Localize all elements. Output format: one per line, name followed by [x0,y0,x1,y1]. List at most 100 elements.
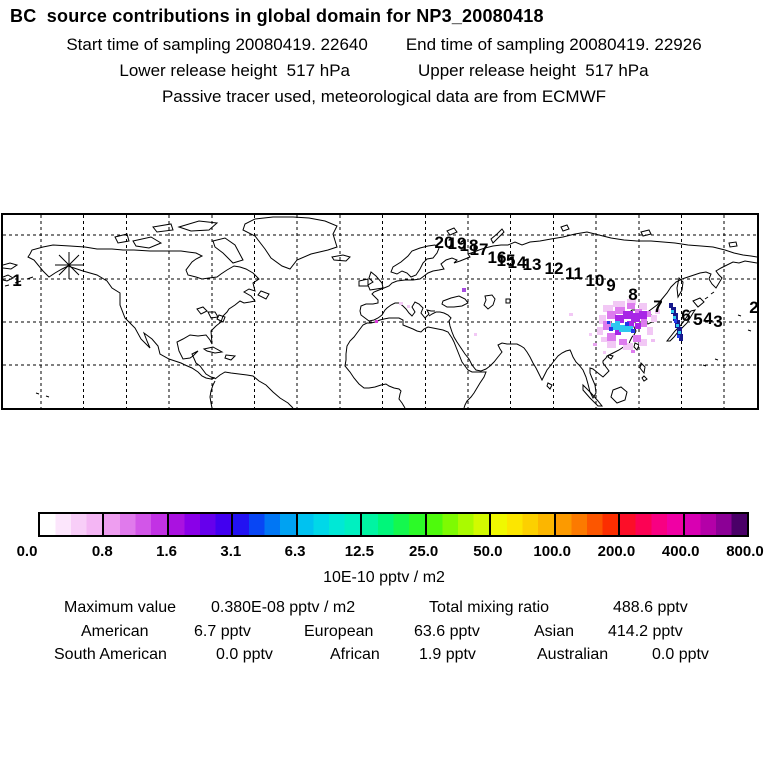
plume-cell [639,339,647,346]
trajectory-hour-label: 5 [693,310,702,329]
plume-cell [633,335,641,342]
plume-cell [641,319,647,327]
trajectory-hour-label: 13 [523,255,542,274]
plume-cell [375,320,378,323]
plume-cell [639,311,647,319]
plume-cell [676,324,679,327]
max-value-text: 0.380E-08 pptv / m2 [211,599,356,616]
colorbar-segment [233,514,298,535]
max-value-label: Maximum value [64,599,177,616]
plume-cell [474,333,477,336]
region-american-value: 6.7 pptv [194,623,251,640]
plume-cell [569,313,573,316]
plume-cell [597,327,603,335]
sampling-times-line: Start time of sampling 20080419. 22640 E… [0,35,768,55]
plume-cell [615,307,625,314]
plume-cell [589,333,592,336]
total-ratio-value: 488.6 pptv [613,599,688,616]
trajectory-hour-label: 8 [628,285,637,304]
plume-cell [627,303,635,309]
trajectory-hour-label: 14 [508,253,527,272]
region-australian-value: 0.0 pptv [652,646,709,663]
plume-cell [635,323,641,329]
plume-cell [669,303,673,308]
coastlines [3,216,757,408]
trajectory-hour-label: 17 [470,240,489,259]
colorbar-segment [40,514,105,535]
plume-cell [623,343,633,350]
plume-cell [639,303,647,310]
trajectory-hour-label: 9 [606,276,615,295]
trajectory-hour-label: 18 [460,236,479,255]
plume-cell [615,321,620,325]
plume-cell [673,316,676,319]
colorbar-tick-label: 0.0 [16,543,38,560]
trajectory-hour-label: 3 [713,312,722,331]
plume-cell [619,325,627,332]
plume-cell [625,322,629,326]
trajectory-hour-label: 7 [653,297,662,316]
trajectory-hour-label: 16 [488,248,507,267]
page-title: BC source contributions in global domain… [10,6,544,26]
plume-cell [627,326,633,332]
plume-cell [607,341,616,348]
plume-cell [615,329,621,335]
region-australian-label: Australian [537,646,609,663]
colorbar-tick-label: 800.0 [726,543,764,560]
colorbar-segment [620,514,685,535]
colorbar-tick-label: 1.6 [156,543,177,560]
plume-cell [407,305,410,308]
plume-cell [609,327,613,331]
plume-cell [601,337,607,342]
plume-cell [607,321,610,324]
trajectory-hour-label: 4 [703,309,713,328]
plume-cell [593,343,597,346]
colorbar-segment [684,514,747,535]
region-european-label: European [304,623,374,640]
tracer-note-line: Passive tracer used, meteorological data… [0,87,768,107]
colorbar-segment [491,514,556,535]
trajectory-hour-label: 6 [681,306,690,325]
trajectory-hour-label: 12 [545,259,564,278]
colorbar-tick-label: 200.0 [597,543,636,560]
plume-cell [603,305,613,312]
colorbar-segment [555,514,621,535]
trajectory-hour-label: 1 [12,271,21,290]
plume-cell [647,327,653,335]
tracer-note-text: Passive tracer used, meteorological data… [161,87,607,106]
plume-cell [651,339,655,342]
plume-cell [599,315,606,324]
trajectory-hour-label: 2 [749,298,757,317]
colorbar-tick-label: 25.0 [409,543,439,560]
region-african-value: 1.9 pptv [419,646,476,663]
plume-cell [655,309,660,314]
end-time-text: End time of sampling 20080419. 22926 [405,35,702,54]
region-american-label: American [81,623,149,640]
colorbar-segment [104,514,169,535]
plume-cell [613,301,625,307]
plume-cell [679,334,683,341]
release-point-star-icon [55,252,83,279]
world-map-panel: 1 2 3 4 5 6 7 8 9 10 11 12 13 14 15 16 17 18 19 20 [1,213,759,410]
trajectory-hour-label: 19 [448,234,467,253]
trajectory-hour-label: 15 [497,251,516,270]
region-asian-label: Asian [534,623,575,640]
plume-cell [603,321,611,330]
colorbar-tick-label: 100.0 [533,543,571,560]
concentration-plume [375,288,683,354]
plume-cell [462,288,466,292]
total-ratio-label: Total mixing ratio [429,599,550,616]
plume-cell [631,313,640,322]
colorbar-tick-label: 400.0 [661,543,700,560]
plume-cell [615,315,624,323]
plume-cell [623,311,633,319]
plume-cell [678,331,681,334]
plume-cell [619,339,627,345]
plume-cell [645,311,651,317]
plume-cell [631,329,635,333]
plume-cell [611,323,619,330]
plume-cell [399,302,403,305]
